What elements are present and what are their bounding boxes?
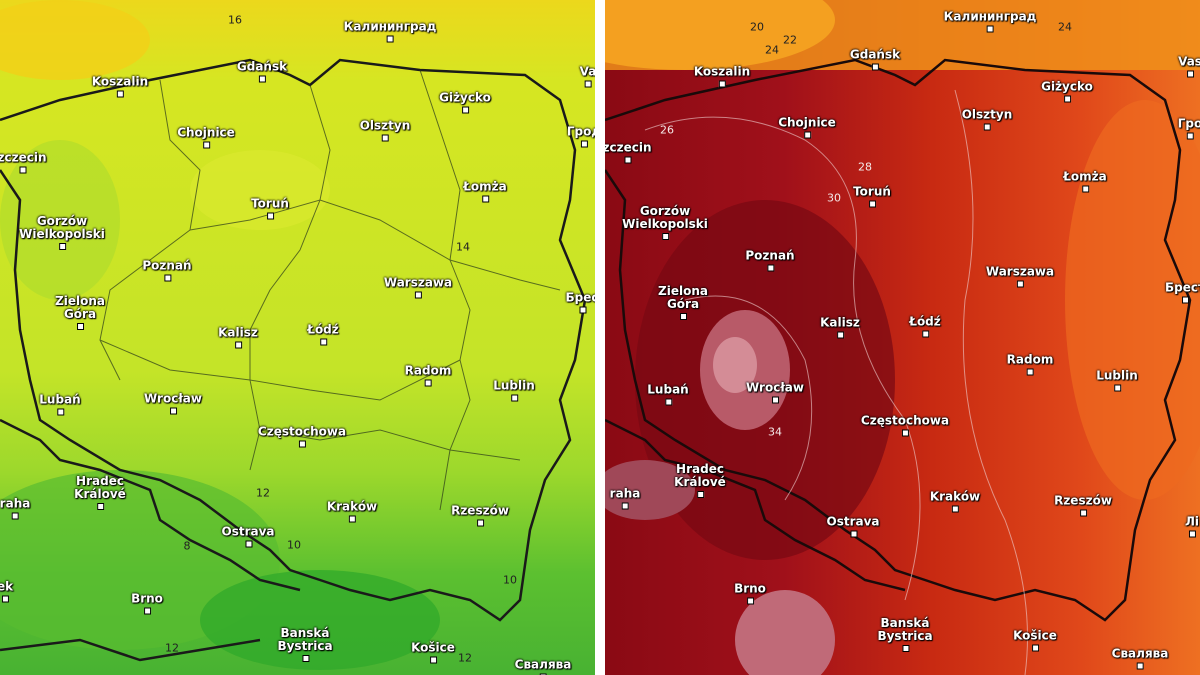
city-label: Kraków bbox=[929, 489, 981, 513]
city-label: Lubań bbox=[39, 392, 81, 416]
isotherm-label: 10 bbox=[287, 538, 301, 552]
city-label: Giżycko bbox=[439, 90, 491, 114]
city-label: Banská Bystrica bbox=[877, 616, 933, 652]
city-label: Lubań bbox=[647, 382, 689, 406]
hot-map-background bbox=[605, 0, 1200, 675]
city-label: Lublin bbox=[1096, 368, 1138, 392]
city-label: Banská Bystrica bbox=[277, 626, 333, 662]
city-label: raha bbox=[0, 496, 31, 520]
city-label: Ostrava bbox=[221, 524, 275, 548]
cold-map-panel: 16 Калининград Gdańsk Koszalin Va Giżycko Olsz… bbox=[0, 0, 595, 675]
city-label: Калининград bbox=[343, 19, 437, 43]
isotherm-label: 20 bbox=[750, 20, 764, 34]
city-label: Gorzów Wielkopolski bbox=[19, 214, 105, 250]
city-label: Częstochowa bbox=[257, 424, 347, 448]
city-label: Hradec Králové bbox=[74, 474, 126, 510]
city-label: Zielona Góra bbox=[658, 284, 708, 320]
city-label: Hradec Králové bbox=[674, 462, 726, 498]
city-label: Olsztyn bbox=[359, 118, 411, 142]
city-label: Kalisz bbox=[820, 315, 860, 339]
city-label: zczecin bbox=[605, 141, 652, 164]
city-label: Łódź bbox=[909, 314, 941, 338]
isotherm-label: 12 bbox=[165, 641, 179, 655]
city-label: Košice bbox=[1013, 628, 1057, 652]
city-label: Wrocław bbox=[144, 391, 202, 415]
isotherm-label: 10 bbox=[503, 573, 517, 587]
city-label: Chojnice bbox=[177, 125, 235, 149]
isotherm-label: 8 bbox=[183, 539, 191, 553]
city-label: Kraków bbox=[326, 499, 378, 523]
city-label: Košice bbox=[411, 640, 455, 664]
city-label: Radom bbox=[1006, 352, 1054, 376]
city-label: Łódź bbox=[307, 322, 339, 346]
city-label: Va bbox=[579, 64, 595, 88]
isotherm-label: 14 bbox=[456, 240, 470, 254]
city-label: Brno bbox=[734, 581, 766, 605]
city-label: Brno bbox=[131, 591, 163, 615]
city-label: Lublin bbox=[493, 378, 535, 402]
city-label: Łomża bbox=[463, 179, 507, 203]
isotherm-label: 12 bbox=[256, 486, 270, 500]
isotherm-label: 34 bbox=[768, 425, 782, 439]
isotherm-label: 22 bbox=[783, 33, 797, 47]
isotherm-label: 28 bbox=[858, 160, 872, 174]
isotherm-label: 24 bbox=[765, 43, 779, 57]
city-label: Radom bbox=[404, 363, 452, 387]
city-label: Vas bbox=[1178, 54, 1200, 78]
city-label: Gorzów Wielkopolski bbox=[622, 204, 708, 240]
cold-map-background bbox=[0, 0, 595, 675]
city-label: Калининград bbox=[943, 9, 1037, 33]
city-label: Warszawa bbox=[383, 275, 453, 299]
city-label: Gdańsk bbox=[849, 47, 901, 71]
city-label: Toruń bbox=[251, 196, 289, 220]
isotherm-label: 30 bbox=[827, 191, 841, 205]
city-label: Poznań bbox=[745, 248, 795, 272]
city-label: Koszalin bbox=[91, 74, 149, 98]
city-label: Koszalin bbox=[693, 64, 751, 88]
isotherm-label: 12 bbox=[458, 651, 472, 665]
city-label: Gdańsk bbox=[236, 59, 288, 83]
city-label: Лі bbox=[1184, 514, 1200, 538]
city-label: Брест bbox=[1165, 281, 1200, 304]
city-label: zczecin bbox=[0, 151, 47, 174]
city-label: Брес bbox=[566, 291, 595, 314]
city-label: Toruń bbox=[853, 184, 891, 208]
city-label: Zielona Góra bbox=[55, 294, 105, 330]
hot-map-panel: 20 22 24 Калининград 24 Gdańsk Koszalin Vas Giży… bbox=[605, 0, 1200, 675]
city-label: Kalisz bbox=[218, 325, 258, 349]
city-label: Ostrava bbox=[826, 514, 880, 538]
city-label: ek bbox=[0, 580, 13, 603]
city-label: Гро bbox=[1178, 117, 1200, 140]
city-label: raha bbox=[609, 486, 641, 510]
city-label: Olsztyn bbox=[961, 107, 1013, 131]
city-label: Warszawa bbox=[985, 264, 1055, 288]
city-label: Rzeszów bbox=[451, 503, 509, 527]
isotherm-label: 26 bbox=[660, 123, 674, 137]
city-label: Rzeszów bbox=[1054, 493, 1112, 517]
city-label: Свалява bbox=[1111, 646, 1169, 670]
city-label: Poznań bbox=[142, 258, 192, 282]
isotherm-label: 24 bbox=[1058, 20, 1072, 34]
city-label: Грод bbox=[567, 125, 595, 148]
city-label: Chojnice bbox=[778, 115, 836, 139]
city-label: Łomża bbox=[1063, 169, 1107, 193]
city-label: Свалява bbox=[514, 657, 572, 675]
city-label: Giżycko bbox=[1041, 79, 1093, 103]
isotherm-label: 16 bbox=[228, 13, 242, 27]
city-label: Wrocław bbox=[746, 380, 804, 404]
city-label: Częstochowa bbox=[860, 413, 950, 437]
